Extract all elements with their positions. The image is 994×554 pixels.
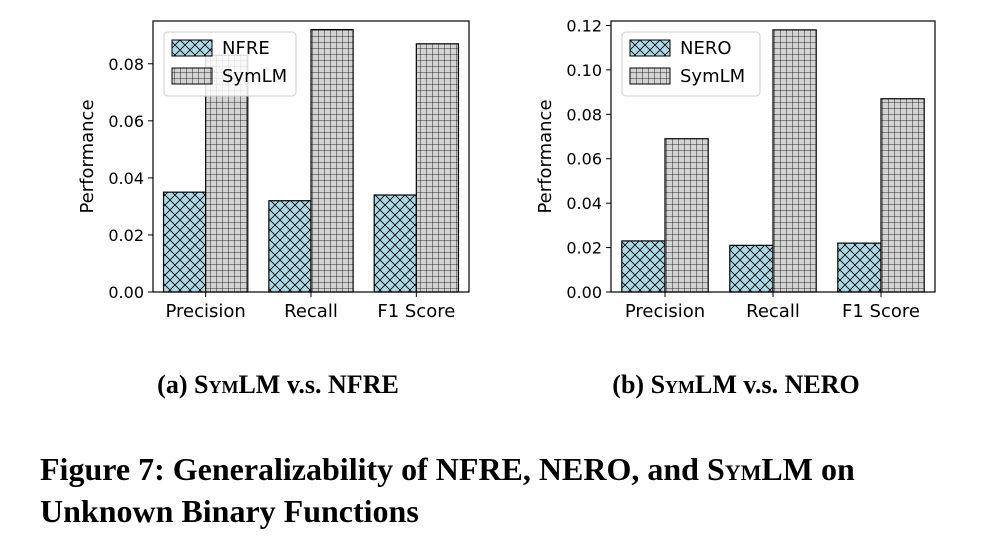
subcaption-b-symlm: SymLM [650,370,737,399]
legend-swatch-symlm [629,67,671,85]
y-tick-label: 0.12 [566,16,602,35]
y-tick-label: 0.02 [108,226,144,245]
bar-symlm-precision [664,138,709,293]
chart-symlm-vs-nfre: 0.00 0.02 0.04 0.06 0.08 Precision Recall F1 Sc… [77,20,470,322]
legend: NERO SymLM [621,31,761,97]
y-tick-label: 0.08 [566,105,602,124]
figure-caption: Figure 7: Generalizability of NFRE, NERO… [40,448,980,532]
x-tick-label: Recall [746,301,800,322]
bar-nero-f1-score [837,242,882,293]
bar-symlm-f1-score [880,98,925,293]
y-tick-label: 0.04 [566,194,602,213]
subcaption-a-suffix: v.s. NFRE [280,370,399,399]
y-tick-label: 0.06 [566,150,602,169]
subcaption-a-prefix: (a) [157,370,195,399]
legend-label-nero: NERO [680,38,732,59]
subcaption-b: (b) SymLM v.s. NERO [612,370,859,400]
x-tick-label: Precision [166,301,246,322]
subcaption-a-symlm: SymLM [194,370,281,399]
y-tick-label: 0.10 [566,61,602,80]
figure-caption-prefix: Figure 7: Generalizability of NFRE, NERO… [40,451,707,487]
bar-nero-precision [621,240,666,293]
y-axis-label: Performance [535,99,556,213]
y-tick-label: 0.00 [566,283,602,302]
bar-symlm-recall [772,29,817,293]
subcaption-b-prefix: (b) [612,370,651,399]
x-tick-label: F1 Score [842,301,920,322]
legend: NFRE SymLM [163,31,297,97]
y-axis-label: Performance [77,99,98,213]
legend-label-symlm: SymLM [222,66,287,87]
legend-swatch-nero [629,39,671,57]
bar-nfre-f1-score [373,194,417,293]
figure-caption-suffix: on Unknown Binary Functions [40,451,855,529]
legend-label-symlm: SymLM [680,66,745,87]
bar-nfre-recall [268,200,312,293]
bar-nero-recall [729,244,774,293]
y-tick-label: 0.08 [108,55,144,74]
bar-nfre-precision [162,191,207,293]
y-tick-label: 0.02 [566,239,602,258]
y-tick-label: 0.04 [108,169,144,188]
x-tick-label: Recall [284,301,338,322]
x-tick-label: F1 Score [377,301,455,322]
legend-swatch-symlm [171,67,213,85]
x-tick-label: Precision [625,301,705,322]
figure-caption-symlm: SymLM [706,451,813,487]
y-tick-label: 0.00 [108,283,144,302]
bar-symlm-f1-score [415,43,460,293]
legend-swatch-nfre [171,39,213,57]
y-tick-label: 0.06 [108,112,144,131]
subcaption-b-suffix: v.s. NERO [736,370,860,399]
legend-label-nfre: NFRE [222,38,270,59]
subcaption-a: (a) SymLM v.s. NFRE [157,370,399,400]
bar-symlm-recall [310,28,354,293]
chart-symlm-vs-nero: 0.00 0.02 0.04 0.06 0.08 0.10 0.12 Precision Rec… [535,16,936,322]
figure-charts: 0.00 0.02 0.04 0.06 0.08 Precision Recall F1 Sc… [77,16,936,322]
